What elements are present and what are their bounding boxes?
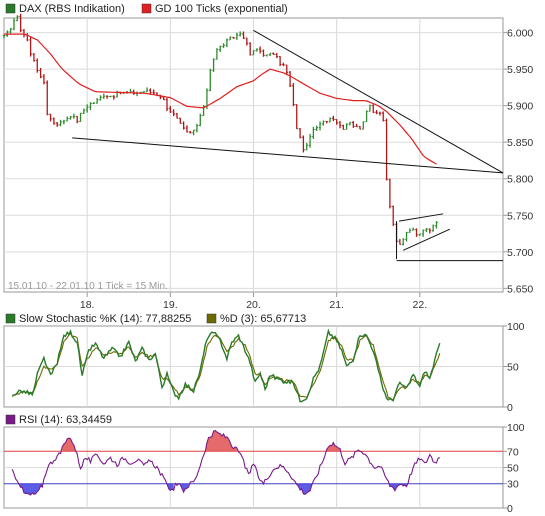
trendline — [72, 137, 504, 174]
rsi-line — [11, 429, 440, 496]
legend-swatch-dax — [5, 3, 16, 14]
chart-footnote: 15.01.10 - 22.01.10 1 Tick = 15 Min. — [8, 281, 168, 292]
rsi-overbought-fill — [205, 430, 237, 452]
trendline — [253, 29, 504, 174]
legend-label-rsi: RSI (14): 63,34459 — [19, 414, 112, 426]
ema-100-line — [4, 33, 437, 165]
price-y-tick-label: 5.700 — [507, 247, 533, 259]
series-layer — [2, 13, 504, 496]
legend-swatch-rsi — [5, 414, 16, 425]
price-y-tick-label: 5.800 — [507, 174, 533, 186]
stoch-y-tick-label: 0 — [507, 402, 513, 414]
rsi-overbought-fill — [62, 438, 76, 452]
legend-label-stoch-k: Slow Stochastic %K (14): 77,88255 — [19, 313, 191, 325]
rsi-y-tick-label: 50 — [507, 463, 519, 475]
price-y-tick-label: 5.850 — [507, 137, 533, 149]
legend-label-stoch-d: %D (3): 65,67713 — [220, 313, 306, 325]
stoch-y-tick-label: 50 — [507, 362, 519, 374]
legend-label-gd100: GD 100 Ticks (exponential) — [155, 3, 288, 15]
grid-layer — [4, 18, 507, 509]
x-tick-label: 20. — [246, 299, 261, 311]
x-tick-label: 21. — [329, 299, 344, 311]
x-tick-label: 19. — [163, 299, 178, 311]
x-tick-label: 18. — [80, 299, 95, 311]
legend-swatch-stoch-d — [206, 313, 217, 324]
rsi-oversold-fill — [180, 483, 189, 493]
rsi-y-tick-label: 30 — [507, 479, 519, 491]
price-y-tick-label: 5.650 — [507, 283, 533, 295]
legend-label-dax: DAX (RBS Indikation) — [19, 3, 125, 15]
rsi-y-tick-label: 0 — [507, 503, 513, 515]
stoch-y-tick-label: 100 — [507, 321, 525, 333]
rsi-overbought-fill — [326, 442, 340, 452]
x-tick-label: 22. — [413, 299, 428, 311]
tick-label-layer: 18. 19. 20. 21. 22. 6.000 5.950 5.900 5.850 5.800… — [80, 28, 534, 515]
stoch-k-line — [12, 328, 441, 403]
trendline — [398, 213, 444, 222]
legend-swatch-stoch-k — [5, 313, 16, 324]
price-y-tick-label: 5.900 — [507, 101, 533, 113]
price-y-tick-label: 5.950 — [507, 64, 533, 76]
rsi-y-tick-label: 100 — [507, 422, 525, 434]
legend-swatch-gd100 — [141, 3, 152, 14]
price-y-tick-label: 6.000 — [507, 28, 533, 40]
trendline — [402, 228, 450, 251]
price-y-tick-label: 5.750 — [507, 210, 533, 222]
rsi-y-tick-label: 70 — [507, 446, 519, 458]
